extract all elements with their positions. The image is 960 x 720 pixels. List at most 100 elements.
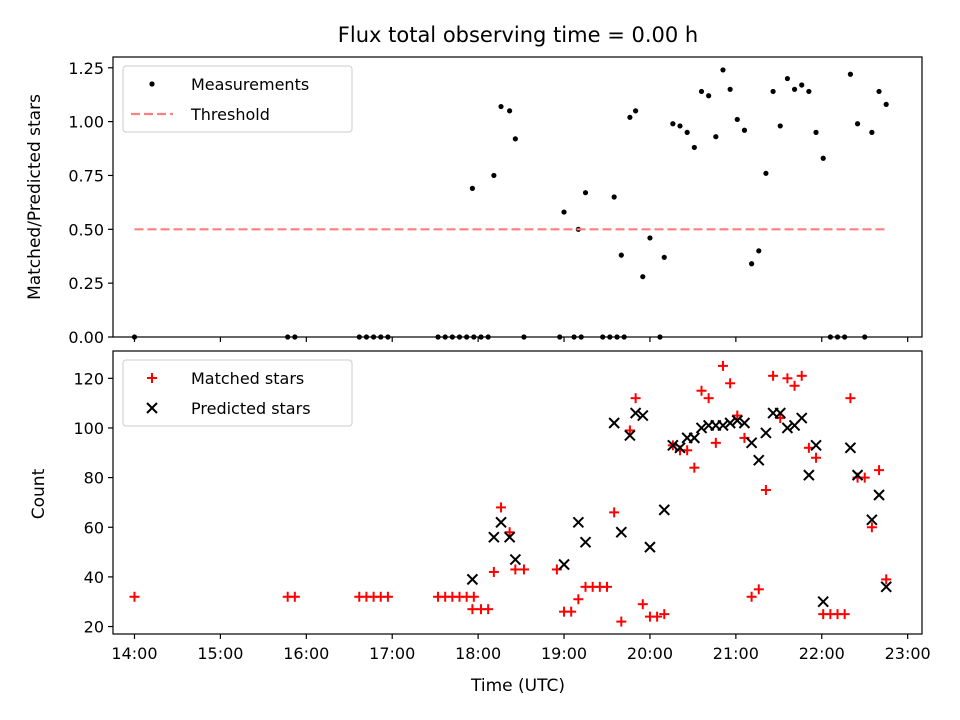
data-point	[630, 393, 641, 404]
data-point	[507, 108, 513, 114]
data-point	[784, 75, 791, 82]
data-point	[579, 536, 592, 548]
data-point	[883, 101, 889, 107]
data-point	[624, 429, 636, 442]
y-tick-label: 0.00	[68, 328, 104, 347]
data-point	[624, 425, 635, 436]
data-point	[710, 437, 721, 448]
data-point	[810, 439, 822, 452]
data-point	[839, 609, 850, 620]
data-point	[512, 136, 518, 142]
data-point	[698, 88, 705, 95]
data-point	[873, 489, 885, 501]
data-point	[561, 209, 567, 215]
data-point	[753, 454, 765, 466]
data-point	[611, 194, 617, 200]
y-tick-label: 80	[84, 469, 104, 488]
top-panel: 0.00 0.25 0.50 0.75 1.00 1.25 Measurements Thre…	[68, 56, 923, 347]
data-point	[495, 516, 507, 528]
data-point	[129, 591, 140, 602]
data-point	[813, 129, 819, 135]
data-point	[652, 611, 663, 622]
data-point	[717, 360, 728, 371]
data-point	[869, 129, 875, 135]
data-point	[289, 591, 300, 602]
data-point	[496, 502, 507, 513]
data-point	[483, 604, 494, 615]
x-tick-label: 14:00	[111, 644, 157, 663]
y-tick-label: 1.25	[68, 59, 104, 78]
data-point	[659, 609, 670, 620]
data-point	[703, 393, 714, 404]
data-point	[725, 378, 736, 389]
y-tick-label: 60	[84, 518, 104, 537]
data-point	[713, 134, 719, 140]
data-point	[817, 596, 829, 608]
data-point	[503, 531, 516, 543]
data-point	[734, 116, 740, 123]
data-point	[488, 566, 499, 577]
legend: Matched stars Predicted stars	[122, 359, 353, 427]
data-point	[629, 407, 642, 419]
x-axis-label: Time (UTC)	[470, 676, 565, 696]
data-point	[760, 427, 772, 439]
data-point	[468, 591, 479, 602]
data-point	[510, 564, 521, 575]
data-point	[803, 469, 815, 481]
data-point	[601, 581, 612, 592]
data-point	[777, 123, 783, 129]
data-point	[706, 93, 712, 99]
bottom-y-axis-label: Count	[29, 468, 49, 519]
data-point	[572, 516, 585, 528]
legend-box	[122, 359, 353, 427]
data-point	[691, 144, 697, 151]
data-point	[616, 616, 627, 627]
data-point	[573, 594, 584, 605]
y-tick-label: 0.50	[68, 220, 104, 239]
data-point	[644, 541, 656, 553]
plot-frame	[112, 350, 923, 635]
data-point	[796, 370, 807, 381]
data-point	[820, 155, 826, 161]
data-point	[382, 591, 393, 602]
y-tick-label: 100	[73, 419, 104, 438]
data-point	[667, 439, 679, 452]
data-point	[661, 254, 667, 260]
y-tick-label: 120	[73, 369, 104, 388]
legend-label: Predicted stars	[191, 399, 311, 418]
data-point	[677, 123, 683, 129]
bottom-panel: 14:00 15:00 16:00 17:00 18:00 19:00 20:00 21:00…	[73, 350, 931, 663]
data-point	[696, 385, 707, 396]
data-point	[756, 248, 762, 254]
x-tick-label: 19:00	[541, 644, 587, 663]
data-point	[881, 574, 892, 585]
data-point	[741, 127, 748, 133]
data-point	[768, 370, 779, 381]
data-point	[488, 531, 500, 543]
data-point	[469, 185, 475, 191]
data-point	[745, 437, 758, 449]
data-point	[608, 417, 620, 429]
data-point	[866, 522, 877, 533]
data-point	[880, 581, 892, 593]
data-point	[847, 71, 854, 77]
legend-label: Measurements	[191, 75, 309, 94]
data-point	[633, 108, 639, 114]
data-point	[789, 380, 800, 391]
data-point	[724, 417, 736, 429]
data-point	[746, 591, 757, 602]
data-point	[799, 82, 805, 88]
data-point	[774, 407, 786, 419]
data-point	[637, 409, 649, 422]
data-point	[674, 442, 686, 454]
data-point	[689, 462, 700, 473]
x-tick-label: 18:00	[455, 644, 501, 663]
data-point	[670, 121, 676, 127]
data-point	[796, 412, 808, 424]
data-point	[876, 88, 882, 95]
data-point	[684, 129, 690, 135]
y-tick-label: 0.25	[68, 274, 104, 293]
series-predicted-stars	[466, 407, 892, 608]
data-point	[566, 606, 577, 617]
